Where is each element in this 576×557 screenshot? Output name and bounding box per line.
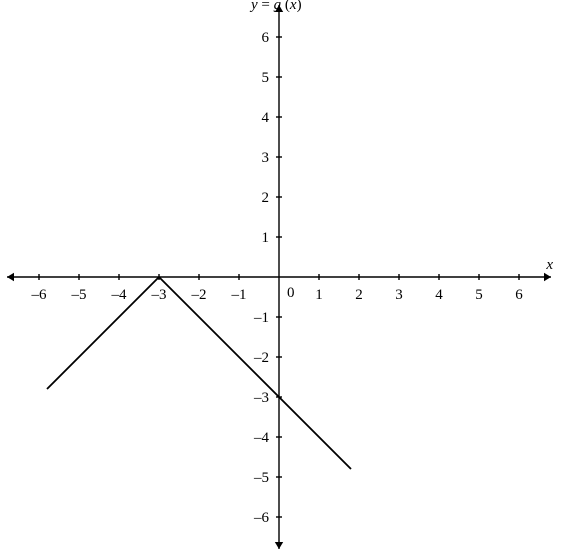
x-axis-arrow-right <box>544 273 551 281</box>
x-axis-label: x <box>545 257 553 273</box>
y-tick-label: 5 <box>262 70 270 86</box>
y-tick-label: 2 <box>262 190 270 206</box>
y-tick-label: –3 <box>253 390 269 406</box>
x-tick-label: –1 <box>231 287 247 303</box>
x-tick-label: 4 <box>435 287 443 303</box>
y-tick-label: 1 <box>262 230 270 246</box>
y-axis-arrow-down <box>275 542 283 549</box>
x-tick-label: –5 <box>71 287 87 303</box>
y-tick-label: –2 <box>253 350 269 366</box>
x-tick-label: 1 <box>315 287 323 303</box>
x-tick-label: –2 <box>191 287 207 303</box>
x-tick-label: 3 <box>395 287 403 303</box>
chart-title: y = g (x) <box>249 0 302 13</box>
y-tick-label: –5 <box>253 470 269 486</box>
x-tick-label: 2 <box>355 287 363 303</box>
chart-svg: –6 –5 –4 –3 –2 –1 1 2 3 4 5 6 –6 –5 –4 –3 –2 –1 1 2 3 4 5 6 0 y =… <box>0 0 576 557</box>
y-tick-label: 6 <box>262 30 270 46</box>
y-tick-label: 4 <box>262 110 270 126</box>
data-line <box>47 277 351 469</box>
x-tick-label: –4 <box>111 287 128 303</box>
y-tick-label: –6 <box>253 510 270 526</box>
x-tick-label: 6 <box>515 287 523 303</box>
x-tick-label: –6 <box>31 287 48 303</box>
x-axis-arrow-left <box>7 273 14 281</box>
y-tick-label: 3 <box>262 150 270 166</box>
y-tick-label: –1 <box>253 310 269 326</box>
y-tick-label: –4 <box>253 430 270 446</box>
origin-label: 0 <box>287 285 295 301</box>
x-tick-label: –3 <box>151 287 167 303</box>
x-tick-label: 5 <box>475 287 483 303</box>
chart-container: –6 –5 –4 –3 –2 –1 1 2 3 4 5 6 –6 –5 –4 –3 –2 –1 1 2 3 4 5 6 0 y =… <box>0 0 576 557</box>
